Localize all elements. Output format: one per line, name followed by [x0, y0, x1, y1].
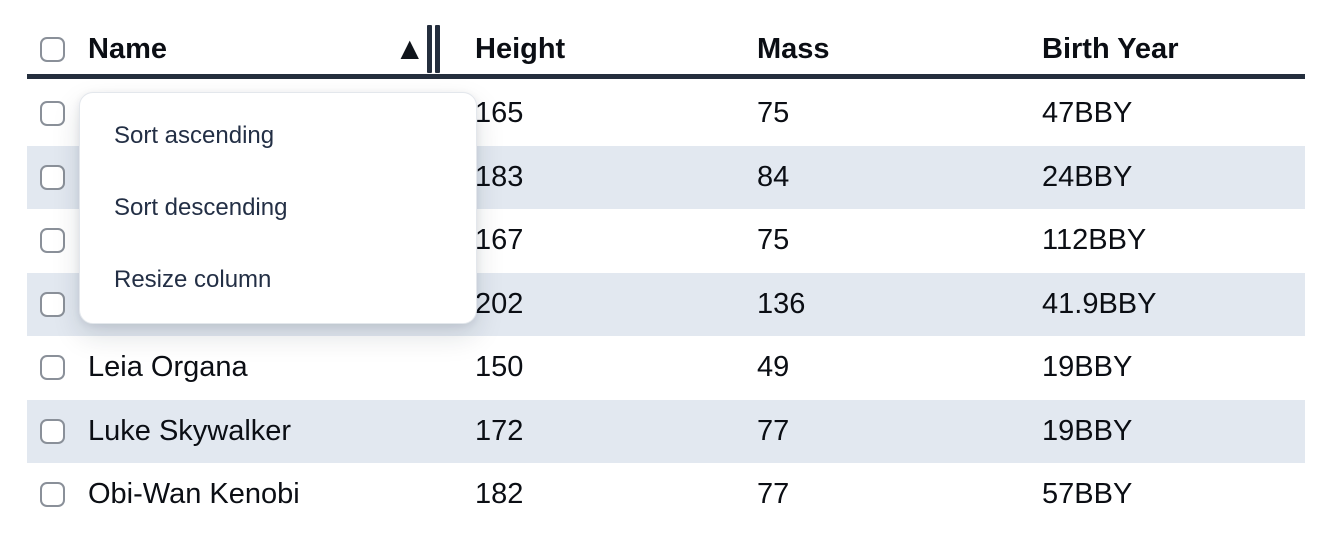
column-label-birth-year: Birth Year — [1042, 32, 1179, 65]
cell-birth-year: 57BBY — [1042, 478, 1133, 508]
row-checkbox[interactable] — [40, 291, 65, 317]
cell-height: 165 — [475, 97, 524, 130]
column-header-height[interactable]: Height — [475, 24, 757, 74]
menu-item-resize-column[interactable]: Resize column — [114, 266, 272, 293]
row-checkbox[interactable] — [40, 164, 65, 190]
header-checkbox-cell — [27, 24, 77, 74]
row-checkbox[interactable] — [40, 101, 65, 127]
cell-height: 183 — [475, 160, 524, 193]
row-checkbox[interactable] — [40, 482, 65, 508]
cell-birth-year: 24BBY — [1042, 160, 1133, 193]
cell-birth-year: 19BBY — [1042, 414, 1133, 447]
column-header-mass[interactable]: Mass — [757, 24, 1042, 74]
cell-birth-year: 19BBY — [1042, 351, 1133, 384]
cell-name: Leia Organa — [88, 351, 248, 384]
row-checkbox[interactable] — [40, 228, 65, 254]
row-checkbox-cell — [27, 291, 77, 317]
cell-height: 150 — [475, 351, 524, 384]
table-row: Obi-Wan Kenobi 182 77 57BBY — [27, 463, 1305, 508]
table-row: Leia Organa 150 49 19BBY — [27, 336, 1305, 400]
column-menu: Sort ascending Sort descending Resize co… — [79, 92, 477, 324]
column-label-name: Name — [88, 32, 167, 65]
table-row: 167 75 112BBY — [27, 209, 1305, 273]
cell-height: 172 — [475, 414, 524, 447]
cell-name: Luke Skywalker — [88, 414, 292, 447]
table-header-row: Name ▲ Height Mass Birth Year — [27, 24, 1305, 79]
table-row: Luke Skywalker 172 77 19BBY — [27, 399, 1305, 463]
row-checkbox[interactable] — [40, 355, 65, 381]
column-resize-handle[interactable] — [427, 25, 440, 73]
cell-name: Obi-Wan Kenobi — [88, 478, 300, 508]
cell-height: 182 — [475, 478, 524, 508]
row-checkbox-cell — [27, 355, 77, 381]
table-row: 165 75 47BBY — [27, 82, 1305, 146]
row-checkbox[interactable] — [40, 418, 65, 444]
table-scroll-area: Name ▲ Height Mass Birth Year 165 75 — [27, 24, 1305, 508]
cell-mass: 77 — [757, 414, 790, 447]
table-body: 165 75 47BBY 183 84 24BBY 167 75 112BBY … — [27, 82, 1305, 508]
select-all-checkbox[interactable] — [40, 36, 65, 62]
column-header-birth-year[interactable]: Birth Year — [1042, 24, 1305, 74]
cell-mass: 49 — [757, 351, 790, 384]
data-table: Name ▲ Height Mass Birth Year 165 75 — [27, 24, 1305, 508]
cell-mass: 75 — [757, 224, 790, 257]
cell-mass: 136 — [757, 287, 806, 320]
column-header-name[interactable]: Name ▲ — [77, 24, 475, 74]
cell-birth-year: 112BBY — [1042, 224, 1147, 257]
row-checkbox-cell — [27, 228, 77, 254]
row-checkbox-cell — [27, 164, 77, 190]
row-checkbox-cell — [27, 101, 77, 127]
table-row: 202 136 41.9BBY — [27, 272, 1305, 336]
row-checkbox-cell — [27, 482, 77, 508]
cell-birth-year: 41.9BBY — [1042, 287, 1157, 320]
column-label-height: Height — [475, 32, 566, 65]
menu-item-sort-descending[interactable]: Sort descending — [114, 194, 288, 221]
cell-birth-year: 47BBY — [1042, 97, 1133, 130]
cell-height: 167 — [475, 224, 524, 257]
menu-item-sort-ascending[interactable]: Sort ascending — [114, 122, 275, 149]
cell-mass: 84 — [757, 160, 790, 193]
sort-ascending-icon: ▲ — [400, 34, 419, 62]
cell-height: 202 — [475, 287, 524, 320]
cell-mass: 77 — [757, 478, 790, 508]
row-checkbox-cell — [27, 418, 77, 444]
column-label-mass: Mass — [757, 32, 830, 65]
cell-mass: 75 — [757, 97, 790, 130]
